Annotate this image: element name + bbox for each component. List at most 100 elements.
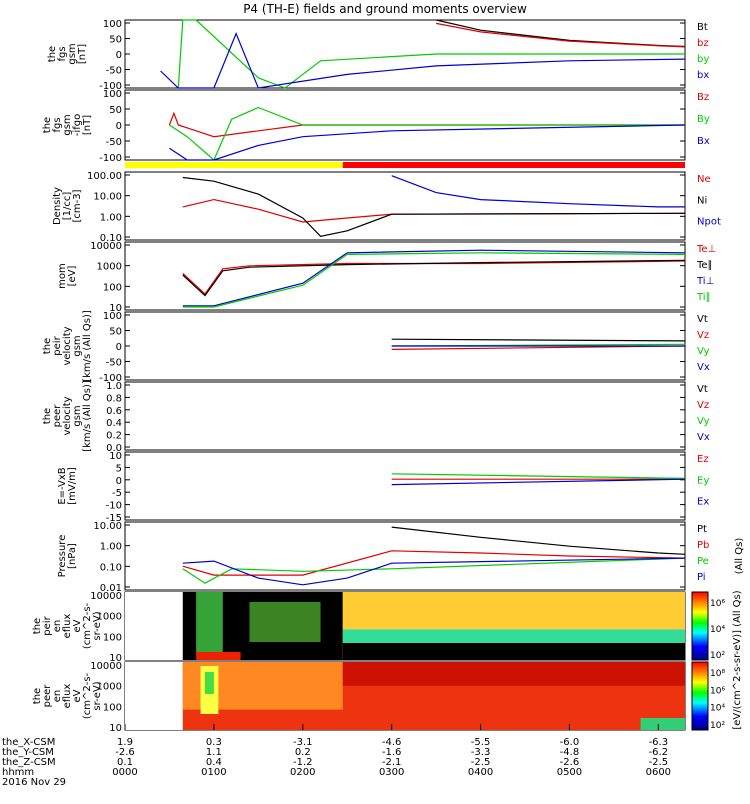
y-tick-label: 10000	[90, 591, 122, 602]
legend-item: Ne	[697, 174, 711, 185]
series-line	[182, 260, 686, 295]
time-value: -2.6	[115, 747, 135, 758]
y-axis-label: [eV]	[67, 266, 78, 287]
y-tick-label: 100	[103, 19, 122, 30]
y-tick-label: 50	[109, 105, 122, 116]
y-tick-label: -5	[112, 488, 122, 499]
colorbar-segment	[691, 661, 709, 731]
panel-5: 1.00.8 0.60.4 0.20.0 the peer velocity gsm [km/…	[42, 380, 710, 454]
y-tick-label: 10000	[90, 241, 122, 252]
time-row-label: the_Y-CSM	[2, 747, 54, 758]
series-line	[169, 124, 686, 161]
series-line	[182, 557, 686, 584]
legend-item: Vz	[697, 400, 709, 411]
legend-item: Bt	[697, 22, 708, 33]
colorbar-tick-label: 10⁸	[710, 669, 725, 679]
time-row-label: hhmm	[2, 767, 34, 778]
y-tick-label: 10	[109, 653, 122, 664]
panel-frame	[124, 451, 686, 521]
legend-item: Vx	[697, 362, 710, 373]
y-tick-label: 10	[109, 723, 122, 734]
y-axis-label: [nPa]	[67, 543, 78, 569]
quality-bar	[125, 162, 685, 168]
time-value: -1.2	[293, 757, 313, 768]
y-tick-label: -50	[106, 66, 122, 77]
y-tick-label: 0	[116, 476, 122, 487]
time-value: -2.5	[471, 757, 491, 768]
legend-item: Ez	[697, 454, 709, 465]
y-tick-label: 100	[103, 89, 122, 100]
time-value: 0.1	[117, 757, 133, 768]
spectrograms	[125, 592, 685, 730]
date-label: 2016 Nov 29	[2, 777, 66, 788]
panel-frame	[124, 521, 686, 591]
legend-item: Bx	[697, 136, 710, 147]
series-line	[391, 338, 686, 342]
y-axis-label: (cm^2-s-	[82, 672, 93, 719]
y-axis-label: sr-eV)	[92, 681, 103, 710]
y-axis-label: the	[32, 618, 43, 634]
y-tick-label: 100	[103, 632, 122, 643]
y-axis-label: en	[52, 620, 63, 633]
y-tick-label: -15	[106, 513, 122, 524]
panel-1: 100 50 0 -50 -100 the fgs gsm -ifgo [nT] Bz By Bx	[42, 89, 710, 164]
colorbar-label: [eV/(cm^2-s-sr-eV)] (All Qs)	[732, 590, 743, 729]
y-tick-label: 0.4	[106, 418, 122, 429]
time-value: -4.6	[382, 737, 402, 748]
legend-item: Pi	[697, 572, 706, 583]
series-line	[435, 22, 686, 48]
legend-item: Bz	[697, 92, 709, 103]
colorbar-tick-label: 10⁶	[710, 599, 725, 609]
legend-item: bz	[697, 38, 709, 49]
time-value: -6.0	[560, 737, 580, 748]
y-tick-label: 1.00	[100, 542, 122, 553]
panel-frame	[124, 381, 686, 451]
right-note: (All Qs)	[734, 538, 745, 575]
time-value: -5.5	[471, 737, 491, 748]
y-tick-label: 10	[109, 303, 122, 314]
series-line	[391, 473, 686, 479]
y-tick-label: 0.0	[106, 443, 122, 454]
panel-frame	[124, 241, 686, 311]
series-line	[391, 478, 686, 486]
colorbar-tick-label: 10⁶	[710, 686, 725, 696]
y-axis-label: eV	[72, 619, 83, 632]
y-tick-label: 100	[103, 282, 122, 293]
series-line	[177, 19, 685, 89]
y-tick-label: 1.00	[100, 212, 122, 223]
panel-frame	[124, 171, 686, 241]
y-axis-label: [km/s (All Qs)]	[82, 310, 93, 382]
time-value: -2.6	[560, 757, 580, 768]
colorbar-segment	[691, 591, 709, 661]
time-value: -3.3	[471, 747, 491, 758]
y-axis-label: velocity	[62, 326, 73, 365]
legend-item: By	[697, 114, 710, 125]
y-axis-label: [nT]	[77, 44, 88, 64]
series-line	[182, 198, 686, 223]
time-value: 0.3	[206, 737, 222, 748]
y-tick-label: 0.6	[106, 406, 122, 417]
spectrogram-block	[342, 643, 685, 660]
y-tick-label: 100	[103, 702, 122, 713]
y-tick-label: 1000	[97, 682, 122, 693]
colorbar-tick-label: 10²	[710, 721, 725, 731]
legend-item: Vy	[697, 416, 710, 427]
time-value: 0600	[646, 767, 671, 778]
quality-segment	[342, 162, 685, 168]
time-value: -1.6	[382, 747, 402, 758]
y-axis-label: -ifgo	[72, 114, 83, 136]
y-tick-label: 10.00	[93, 521, 122, 532]
panel-4: 100 50 0 -50 -100 the peir velocity gsm [km/s (Al…	[42, 310, 710, 384]
y-axis-label: Density	[52, 187, 63, 225]
series-line	[182, 557, 686, 586]
y-axis-label: the	[47, 46, 58, 62]
y-tick-label: -100	[99, 373, 122, 384]
y-axis-label: fgs	[52, 117, 63, 132]
y-axis-label: fgs	[57, 46, 68, 61]
y-axis-label: [mV/m]	[67, 467, 78, 505]
series-line	[182, 252, 686, 308]
series-line	[391, 175, 685, 208]
time-value: -3.1	[293, 737, 313, 748]
y-axis-label: Pressure	[57, 535, 68, 578]
